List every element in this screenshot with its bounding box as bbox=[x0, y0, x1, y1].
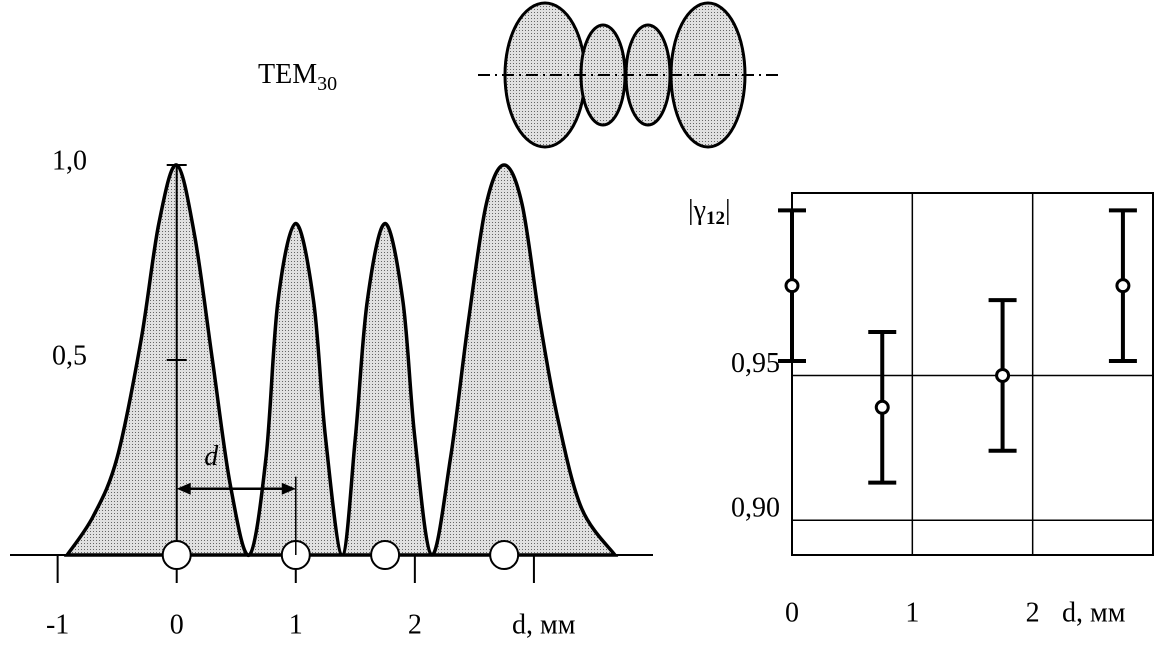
x-tick-label: 0 bbox=[785, 597, 799, 628]
data-point bbox=[784, 278, 800, 294]
data-point bbox=[1115, 278, 1131, 294]
x-axis-label: d, мм bbox=[1062, 597, 1126, 628]
x-tick-label: -1 bbox=[46, 609, 69, 640]
detector-marker bbox=[161, 540, 192, 570]
beam-illustration bbox=[478, 1, 778, 149]
y-label-main: |γ bbox=[688, 195, 706, 226]
data-point bbox=[995, 367, 1011, 383]
x-tick-label: 2 bbox=[408, 609, 422, 640]
mode-label: TEM30 bbox=[258, 59, 337, 94]
y-tick-label: 1,0 bbox=[52, 145, 87, 176]
y-label-sub: 12 bbox=[706, 208, 725, 229]
y-tick-label: 0,5 bbox=[52, 340, 87, 371]
x-tick-label: 2 bbox=[1026, 597, 1040, 628]
plot-frame bbox=[791, 192, 1154, 556]
y-label-end: | bbox=[725, 195, 731, 226]
data-point bbox=[874, 399, 890, 415]
arrow-label: d bbox=[204, 441, 219, 472]
x-tick-label: 1 bbox=[289, 609, 303, 640]
arrow-head bbox=[176, 482, 296, 495]
intensity-profile bbox=[63, 163, 619, 557]
x-axis-label: d, мм bbox=[512, 609, 576, 640]
y-axis-label: |γ12| bbox=[688, 195, 731, 229]
detector-marker bbox=[489, 540, 520, 570]
detector-marker bbox=[370, 540, 401, 570]
x-tick-label: 1 bbox=[905, 597, 919, 628]
y-tick-label: 0,90 bbox=[731, 493, 780, 524]
x-tick-label: 0 bbox=[170, 609, 184, 640]
y-tick-label: 0,95 bbox=[731, 348, 780, 379]
